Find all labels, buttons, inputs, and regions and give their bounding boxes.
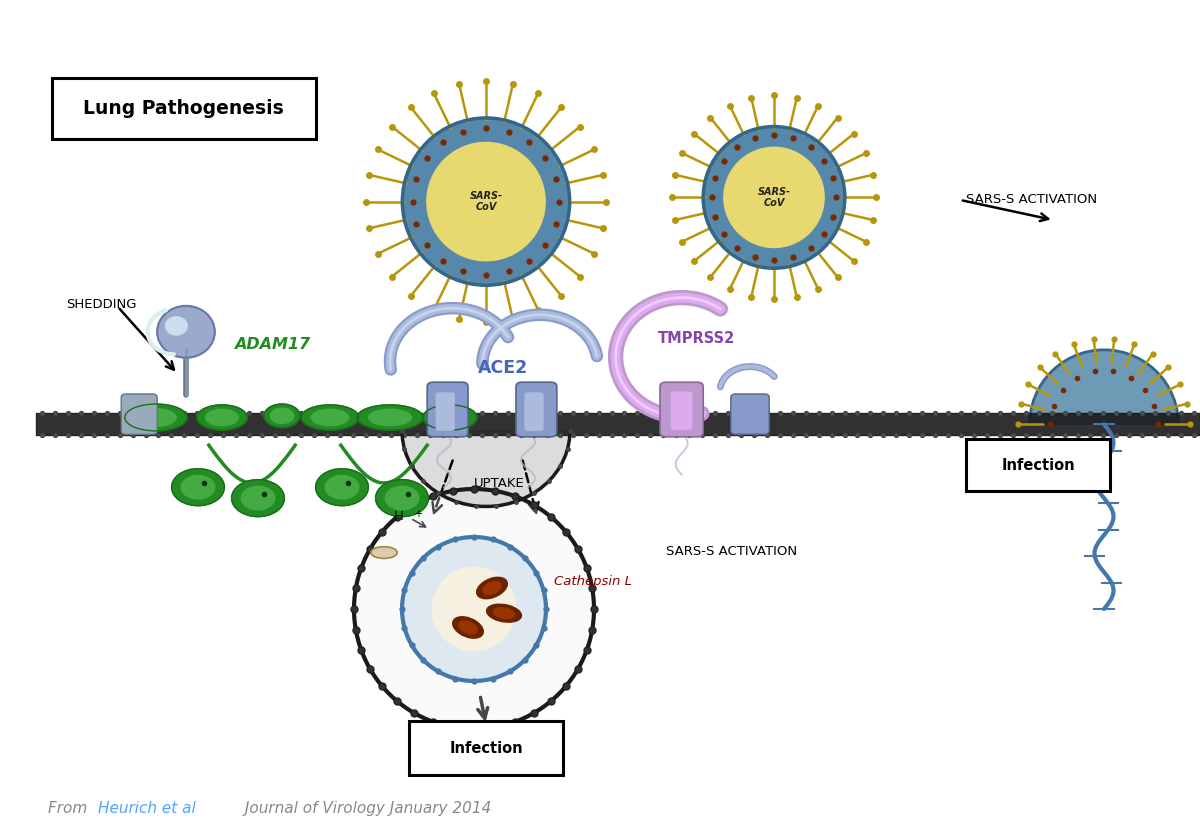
Ellipse shape [724,147,824,248]
FancyBboxPatch shape [52,78,316,139]
Text: Cathepsin L: Cathepsin L [554,575,632,588]
Circle shape [316,469,368,506]
Polygon shape [402,537,546,681]
Ellipse shape [458,621,478,634]
FancyBboxPatch shape [524,392,544,431]
Ellipse shape [703,127,845,268]
Circle shape [376,480,428,517]
FancyBboxPatch shape [516,382,557,437]
Circle shape [181,475,215,499]
Text: Infection: Infection [449,741,523,755]
Ellipse shape [136,409,176,426]
Text: TMPRSS2: TMPRSS2 [658,331,734,346]
Text: +: + [414,509,422,519]
Circle shape [325,475,359,499]
Ellipse shape [482,581,502,595]
Ellipse shape [371,547,397,559]
FancyBboxPatch shape [121,394,157,434]
Text: SARS-
CoV: SARS- CoV [469,191,503,213]
Polygon shape [432,567,516,651]
Text: Heurich et al: Heurich et al [98,801,196,816]
Ellipse shape [205,409,239,426]
Text: Infection: Infection [1001,458,1075,473]
Text: SARS-
CoV: SARS- CoV [757,186,791,208]
Circle shape [241,486,275,510]
Text: SARS-S ACTIVATION: SARS-S ACTIVATION [666,545,797,559]
FancyBboxPatch shape [436,392,455,431]
Text: Journal of Virology January 2014: Journal of Virology January 2014 [240,801,491,816]
Ellipse shape [270,408,294,423]
FancyBboxPatch shape [427,382,468,437]
Ellipse shape [197,405,247,430]
Circle shape [172,469,224,506]
Text: H: H [394,510,403,523]
Ellipse shape [402,118,570,286]
Ellipse shape [432,409,468,426]
Text: ADAM17: ADAM17 [234,337,310,352]
Text: Lung Pathogenesis: Lung Pathogenesis [83,99,284,118]
Polygon shape [354,489,594,729]
Polygon shape [1030,350,1178,424]
Ellipse shape [166,317,187,335]
Text: ACE2: ACE2 [478,359,528,377]
FancyBboxPatch shape [671,391,692,430]
Polygon shape [402,431,570,507]
Ellipse shape [311,409,349,426]
Ellipse shape [424,405,478,430]
FancyBboxPatch shape [966,439,1110,491]
Ellipse shape [301,405,359,430]
Text: UPTAKE: UPTAKE [474,476,524,490]
Ellipse shape [157,306,215,358]
Circle shape [385,486,419,510]
Ellipse shape [125,404,187,431]
Ellipse shape [493,608,515,618]
Ellipse shape [476,577,508,599]
Text: SARS-S ACTIVATION: SARS-S ACTIVATION [966,193,1097,207]
Ellipse shape [486,604,522,622]
Circle shape [232,480,284,517]
Ellipse shape [358,405,424,430]
Ellipse shape [427,143,545,260]
FancyBboxPatch shape [731,394,769,434]
Ellipse shape [452,617,484,638]
Text: From: From [48,801,92,816]
Text: SHEDDING: SHEDDING [66,297,137,311]
FancyBboxPatch shape [660,382,703,437]
FancyBboxPatch shape [409,721,563,775]
Ellipse shape [368,409,412,426]
Ellipse shape [264,404,300,428]
